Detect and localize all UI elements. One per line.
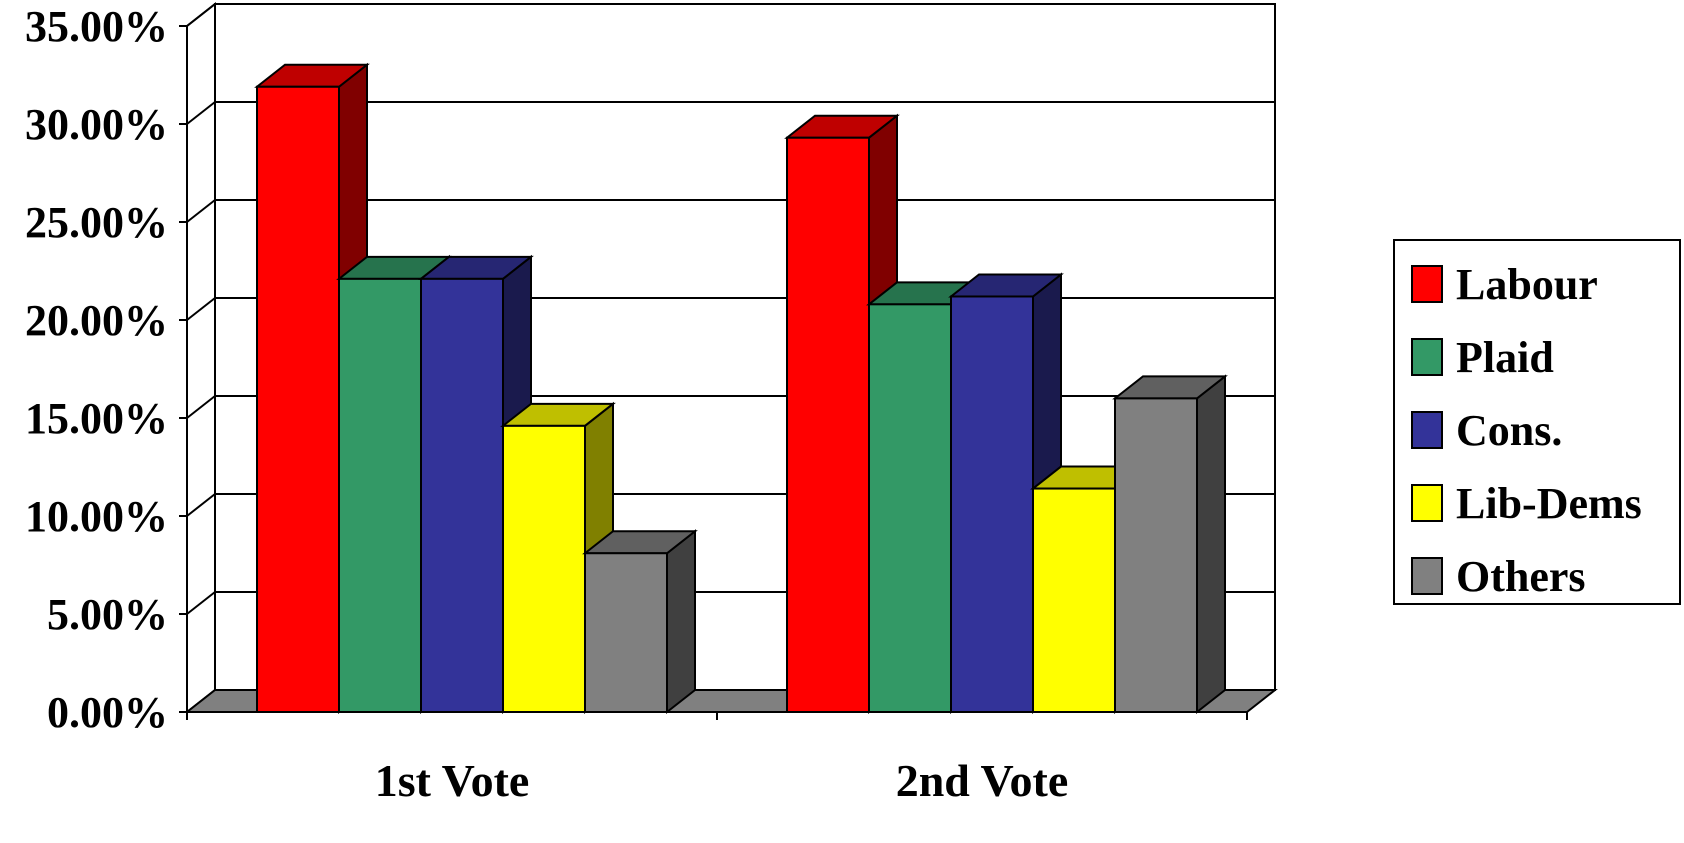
legend-item: Cons. <box>1411 406 1562 455</box>
y-tick-label: 10.00% <box>25 492 168 541</box>
gridline-side <box>186 395 216 419</box>
bars <box>254 62 1228 715</box>
bar-others-2 <box>1112 374 1228 715</box>
x-category-label: 1st Vote <box>375 755 530 806</box>
bar-cons--1 <box>418 254 534 715</box>
side-wall <box>186 1 216 715</box>
legend-label: Others <box>1456 552 1586 601</box>
y-tick-label: 15.00% <box>25 394 168 443</box>
legend-label: Labour <box>1456 260 1598 309</box>
bar-front <box>502 424 586 713</box>
legend-item: Plaid <box>1411 333 1554 382</box>
legend-swatch <box>1411 338 1443 376</box>
bar-front <box>1114 397 1198 713</box>
legend-item: Lib-Dems <box>1411 479 1642 528</box>
legend-item: Others <box>1411 552 1586 601</box>
bar-others-1 <box>582 529 698 715</box>
y-tick-label: 5.00% <box>47 590 168 639</box>
axes <box>179 25 1248 720</box>
legend-swatch <box>1411 557 1443 595</box>
bar-front <box>584 552 668 713</box>
legend-swatch <box>1411 484 1443 522</box>
x-axis-category-labels: 1st Vote 2nd Vote <box>375 755 1069 806</box>
legend-label: Cons. <box>1456 406 1562 455</box>
bar-front <box>338 277 422 713</box>
bar-front <box>950 295 1034 713</box>
legend: Labour Plaid Cons. Lib-Dems Others <box>1393 239 1681 605</box>
bar-front <box>256 85 340 713</box>
gridline-side <box>186 101 216 125</box>
y-tick-label: 35.00% <box>25 2 168 51</box>
y-tick-label: 25.00% <box>25 198 168 247</box>
bar-front <box>1032 487 1116 713</box>
y-tick-label: 0.00% <box>47 688 168 737</box>
gridline-side <box>186 591 216 615</box>
gridline-side <box>186 199 216 223</box>
gridline-side <box>186 3 216 27</box>
legend-swatch <box>1411 265 1443 303</box>
gridline-side <box>186 297 216 321</box>
legend-label: Lib-Dems <box>1456 479 1642 528</box>
bar-front <box>420 277 504 713</box>
bar-side <box>666 529 696 715</box>
bar-side <box>1196 374 1226 715</box>
bar-front <box>786 136 870 714</box>
y-tick-label: 30.00% <box>25 100 168 149</box>
legend-swatch <box>1411 411 1443 449</box>
legend-label: Plaid <box>1456 333 1554 382</box>
gridline-side <box>186 493 216 517</box>
legend-item: Labour <box>1411 260 1598 309</box>
y-axis-tick-labels: 0.00% 5.00% 10.00% 15.00% 20.00% 25.00% 30.00%… <box>25 2 168 737</box>
y-tick-label: 20.00% <box>25 296 168 345</box>
x-category-label: 2nd Vote <box>896 755 1069 806</box>
bar-front <box>868 303 952 713</box>
